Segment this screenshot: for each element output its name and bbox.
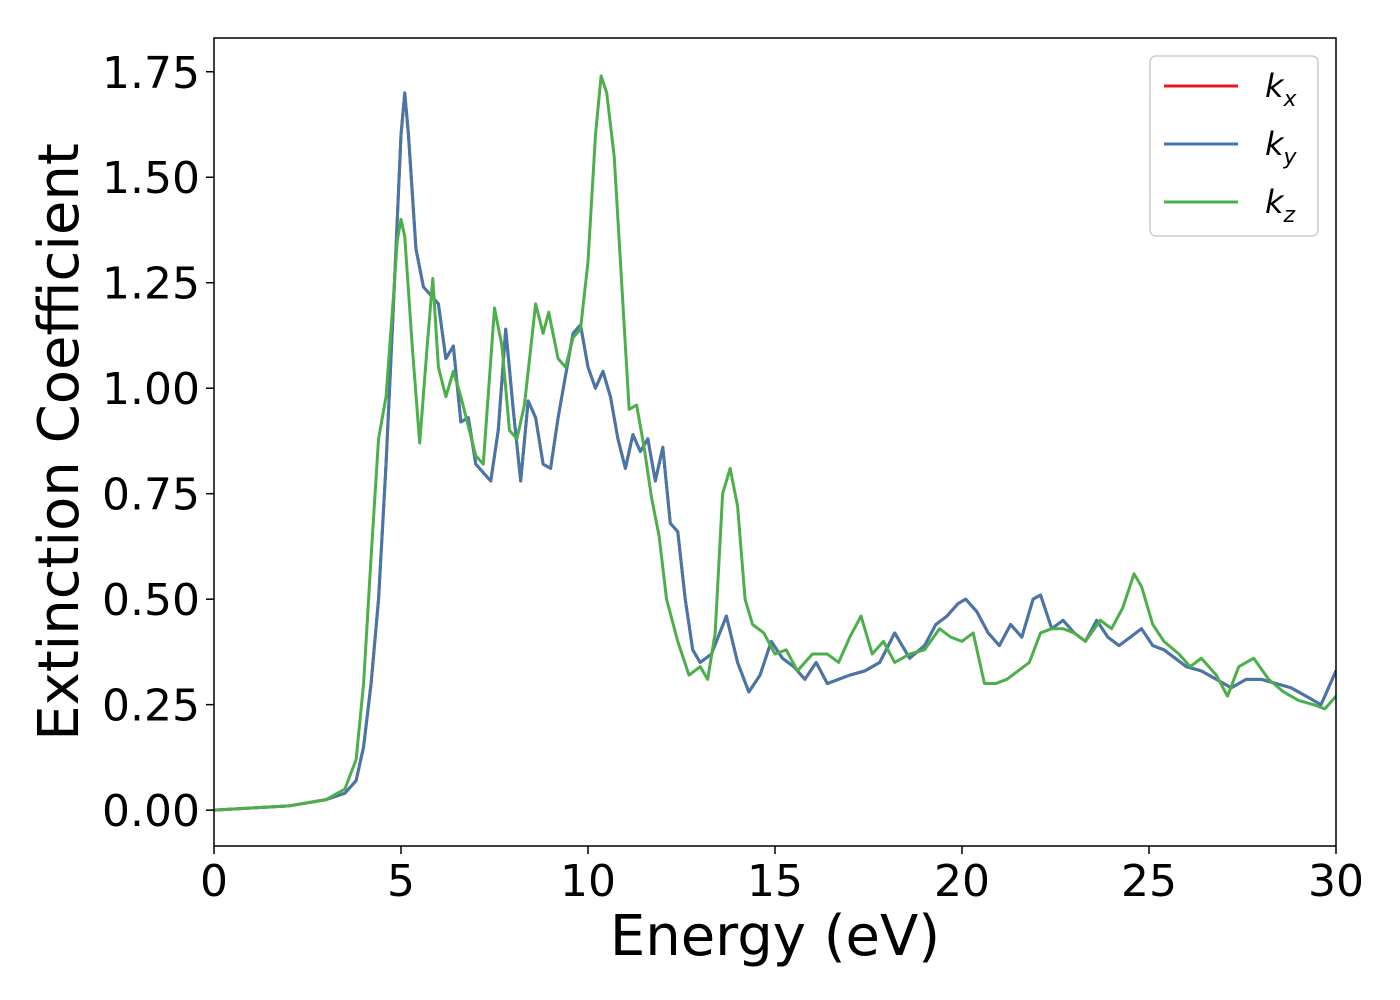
y-tick-label: 0.50 bbox=[102, 575, 200, 626]
legend-label-subscript: y bbox=[1283, 145, 1298, 170]
legend-label-ky: ky bbox=[1265, 125, 1298, 170]
y-tick-label: 0.75 bbox=[102, 470, 200, 521]
x-tick-label: 0 bbox=[200, 856, 228, 907]
x-tick-label: 20 bbox=[934, 856, 990, 907]
legend-label-subscript: z bbox=[1283, 203, 1296, 228]
y-axis-title: Extinction Coefficient bbox=[27, 143, 92, 741]
x-axis: 0 5 10 15 20 25 30 bbox=[200, 846, 1364, 907]
y-tick-label: 0.00 bbox=[102, 786, 200, 837]
y-tick-label: 0.25 bbox=[102, 681, 200, 732]
y-tick-label: 1.25 bbox=[102, 259, 200, 310]
legend-box bbox=[1149, 55, 1319, 237]
legend-label-main: k bbox=[1265, 67, 1285, 105]
series-line-ky bbox=[214, 91, 1336, 812]
x-tick-label: 15 bbox=[747, 856, 803, 907]
y-axis: 0.00 0.25 0.50 0.75 1.00 1.25 1.50 1.75 bbox=[102, 48, 214, 837]
legend-label-main: k bbox=[1265, 183, 1285, 221]
y-tick-label: 1.75 bbox=[102, 48, 200, 99]
legend-label-subscript: x bbox=[1283, 87, 1298, 112]
x-tick-label: 10 bbox=[560, 856, 616, 907]
legend-label-kz: kz bbox=[1265, 183, 1296, 228]
y-tick-label: 1.00 bbox=[102, 364, 200, 415]
x-axis-title: Energy (eV) bbox=[610, 904, 940, 969]
y-tick-label: 1.50 bbox=[102, 153, 200, 204]
legend-label-main: k bbox=[1265, 125, 1285, 163]
legend-label-kx: kx bbox=[1265, 67, 1298, 112]
x-tick-label: 30 bbox=[1308, 856, 1364, 907]
x-tick-label: 5 bbox=[387, 856, 415, 907]
series-line-kz bbox=[214, 74, 1336, 812]
plot-area bbox=[214, 74, 1336, 812]
x-tick-label: 25 bbox=[1121, 856, 1177, 907]
